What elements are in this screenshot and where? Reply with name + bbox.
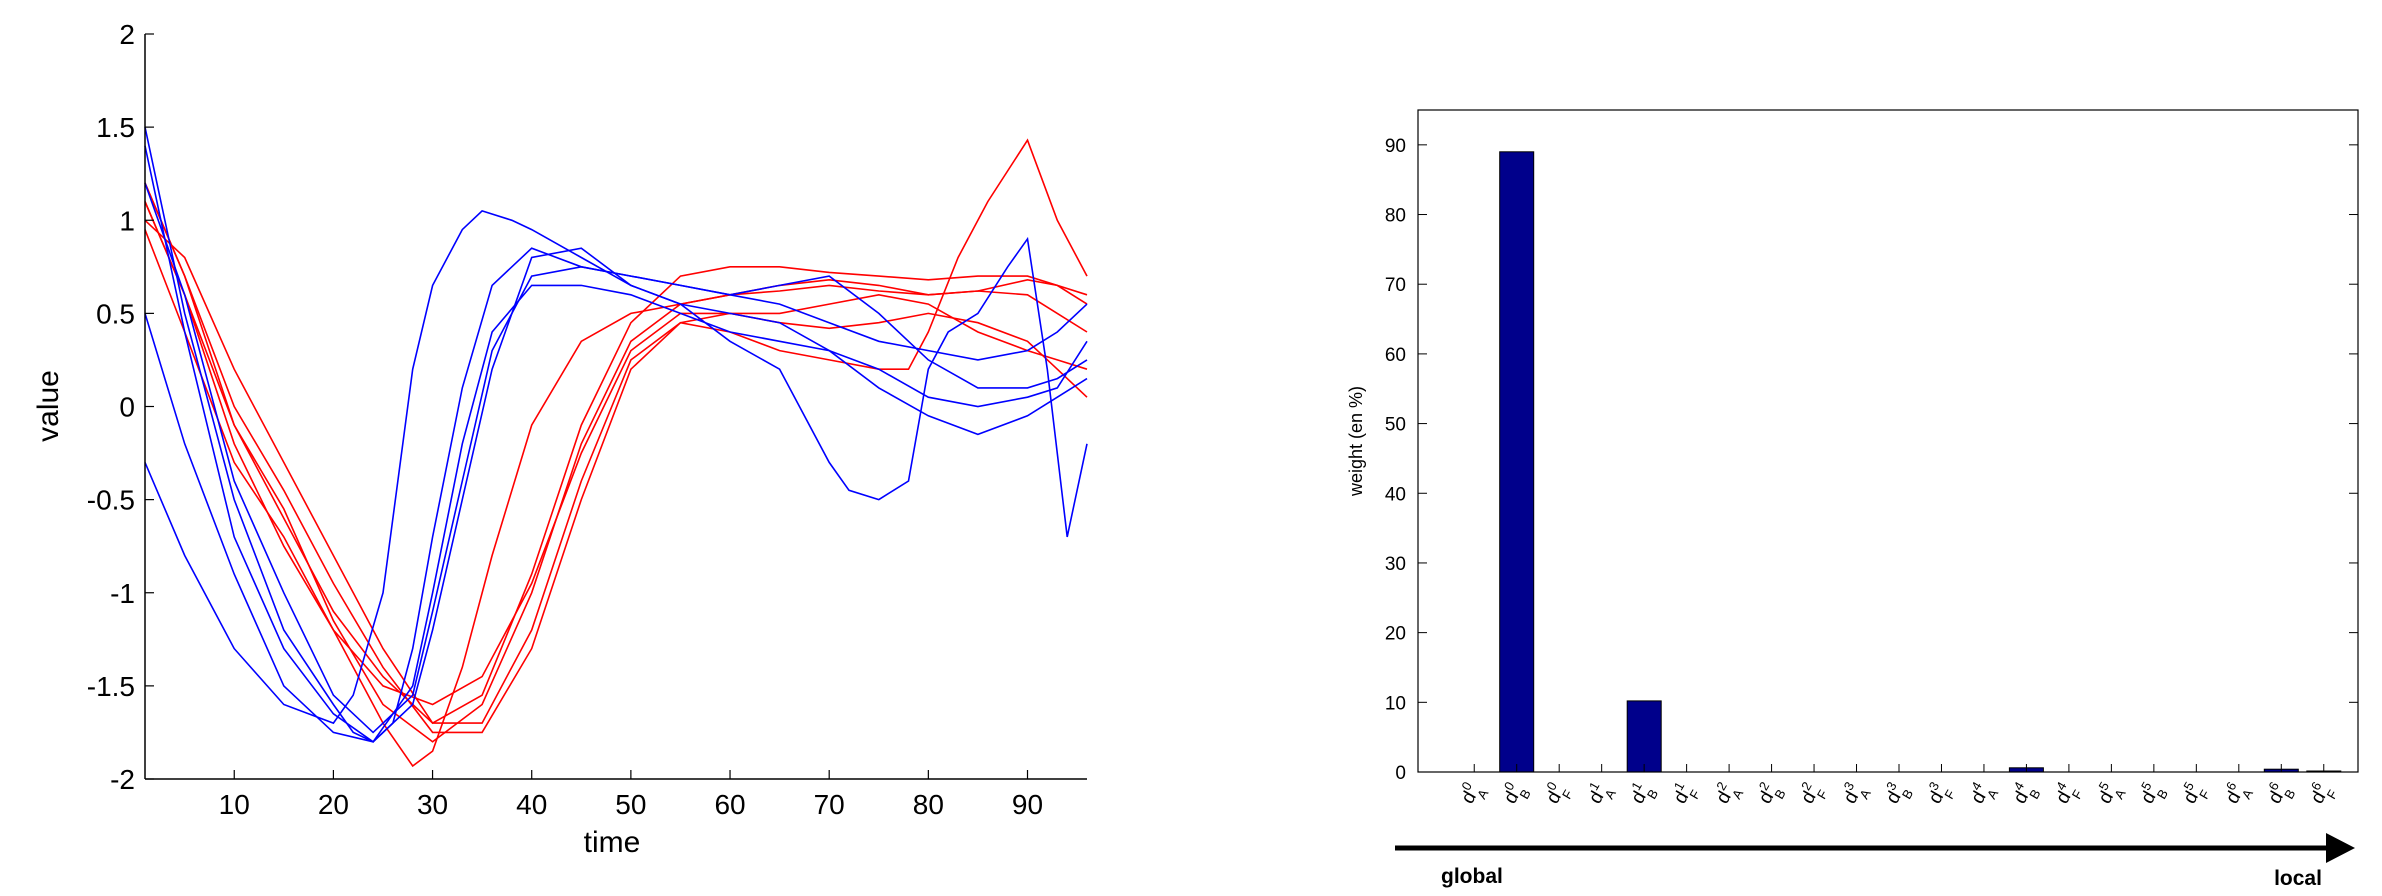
svg-text:d0F: d0F — [1538, 778, 1576, 811]
line-y-tick-label-4: 0 — [119, 392, 135, 423]
bar-x-tick-label-0: d0A — [1453, 777, 1491, 811]
line-series-5 — [144, 229, 1088, 706]
svg-text:d2F: d2F — [1793, 778, 1831, 811]
bar-x-tick-label-13: d4B — [2005, 778, 2044, 811]
bar-chart-plot-area — [1418, 110, 2358, 772]
line-x-tick-label-1: 20 — [318, 789, 349, 820]
svg-text:d6B: d6B — [2260, 778, 2298, 811]
bar-x-tick-label-3: d1A — [1581, 777, 1619, 811]
bar-chart-frame — [1417, 109, 2359, 773]
line-series-2 — [144, 219, 1088, 725]
bar-y-tick-label-0: 0 — [1395, 763, 1406, 784]
bar-x-tick-label-6: d2A — [1708, 777, 1746, 811]
bar-y-tick-label-1: 10 — [1385, 693, 1406, 714]
line-series-7 — [144, 182, 1088, 734]
line-chart-y-ticks: -2 -1.5 -1 -0.5 0 0.5 1 1.5 2 — [87, 19, 154, 795]
bar-y-tick-label-5: 50 — [1385, 415, 1406, 436]
bar-x-tick-label-18: d6A — [2218, 777, 2256, 811]
svg-text:d3B: d3B — [1878, 778, 1916, 811]
bar-x-tick-label-4: d1B — [1623, 778, 1661, 811]
bar-x-tick-label-10: d3B — [1878, 778, 1916, 811]
global-local-arrow — [1395, 833, 2355, 863]
bar-y-tick-label-9: 90 — [1385, 136, 1406, 157]
line-series-1 — [144, 182, 1088, 743]
svg-text:d0A: d0A — [1453, 777, 1491, 811]
bar-x-tick-label-1: d0B — [1496, 778, 1534, 811]
bar-x-tick-label-20: d6F — [2303, 778, 2341, 811]
svg-text:d5F: d5F — [2175, 778, 2213, 811]
bar-x-tick-label-5: d1F — [1665, 778, 1704, 811]
bar-x-tick-label-14: d4F — [2048, 778, 2086, 811]
line-chart-x-ticks: 10 20 30 40 50 60 70 80 90 — [219, 770, 1043, 820]
line-series-group — [144, 126, 1088, 768]
svg-text:d5B: d5B — [2133, 778, 2171, 811]
bar-chart-y-ticks: 0 10 20 30 40 50 60 70 80 90 — [1385, 136, 2358, 784]
line-y-tick-label-7: 1.5 — [96, 112, 135, 143]
svg-text:d4B: d4B — [2005, 778, 2043, 811]
svg-text:d1B: d1B — [1623, 778, 1661, 811]
svg-text:d0B: d0B — [1496, 778, 1534, 811]
line-y-tick-label-1: -1.5 — [87, 671, 135, 702]
bar-x-tick-label-2: d0F — [1538, 778, 1576, 811]
svg-text:d5A: d5A — [2090, 777, 2128, 811]
bar-chart-y-axis-label: weight (en %) — [1346, 386, 1366, 497]
line-series-4 — [144, 138, 1088, 724]
line-x-tick-label-3: 40 — [516, 789, 547, 820]
arrow-left-label: global — [1441, 865, 1503, 888]
bar-y-tick-label-4: 40 — [1385, 484, 1406, 505]
line-x-tick-label-6: 70 — [814, 789, 845, 820]
bar-y-tick-label-6: 60 — [1385, 345, 1406, 366]
line-y-tick-label-3: -0.5 — [87, 485, 135, 516]
bar-x-tick-label-9: d3A — [1835, 777, 1874, 811]
line-series-3 — [144, 182, 1088, 734]
line-y-tick-label-5: 0.5 — [96, 298, 135, 329]
bar-x-tick-label-12: d4A — [1963, 777, 2001, 811]
bar-x-tick-label-11: d3F — [1920, 778, 1959, 811]
line-x-tick-label-0: 10 — [219, 789, 250, 820]
bar-x-tick-label-15: d5A — [2090, 777, 2129, 811]
arrow-right-label: local — [2274, 867, 2322, 890]
svg-text:d3F: d3F — [1920, 778, 1958, 811]
bar-y-tick-label-8: 80 — [1385, 206, 1406, 227]
bar-x-tick-label-17: d5F — [2175, 778, 2213, 811]
bar-y-tick-label-3: 30 — [1385, 554, 1406, 575]
svg-text:d2B: d2B — [1750, 778, 1788, 811]
svg-text:d4F: d4F — [2048, 778, 2086, 811]
line-series-6 — [144, 126, 1088, 743]
bar-x-tick-label-19: d6B — [2260, 778, 2298, 811]
svg-text:d6A: d6A — [2218, 777, 2256, 811]
svg-text:d6F: d6F — [2303, 778, 2341, 811]
line-x-tick-label-2: 30 — [417, 789, 448, 820]
svg-text:d4A: d4A — [1963, 777, 2001, 811]
line-y-tick-label-8: 2 — [119, 19, 135, 50]
line-x-tick-label-4: 50 — [615, 789, 646, 820]
line-chart: 10 20 30 40 50 60 70 80 90 -2 -1.5 -1 -0.5 0 0.5 1 1.5 2… — [32, 19, 1088, 859]
svg-text:d1A: d1A — [1581, 777, 1619, 811]
line-series-10 — [144, 145, 1088, 743]
line-chart-y-axis-label: value — [32, 370, 65, 442]
bar-4 — [1626, 700, 1662, 773]
bar-chart-axes — [1417, 109, 2359, 773]
svg-text:d3A: d3A — [1835, 777, 1873, 811]
line-y-tick-label-0: -2 — [110, 764, 135, 795]
bar-x-tick-label-7: d2B — [1750, 778, 1789, 811]
bar-x-tick-label-16: d5B — [2133, 778, 2171, 811]
arrow-head — [2326, 833, 2355, 863]
bar-y-tick-label-7: 70 — [1385, 275, 1406, 296]
line-x-tick-label-8: 90 — [1012, 789, 1043, 820]
line-y-tick-label-2: -1 — [110, 578, 135, 609]
line-chart-x-axis-label: time — [584, 826, 641, 859]
line-x-tick-label-7: 80 — [913, 789, 944, 820]
line-y-tick-label-6: 1 — [119, 205, 135, 236]
bar-y-tick-label-2: 20 — [1385, 624, 1406, 645]
bar-1 — [1499, 151, 1535, 773]
svg-text:d1F: d1F — [1665, 778, 1703, 811]
line-x-tick-label-5: 60 — [714, 789, 745, 820]
svg-text:d2A: d2A — [1708, 777, 1746, 811]
bar-x-tick-label-8: d2F — [1793, 778, 1831, 811]
